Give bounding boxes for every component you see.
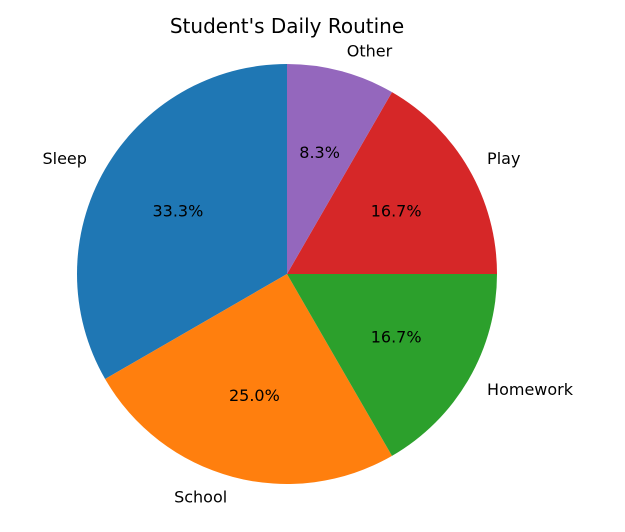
category-labels: Sleep School Homework Play Other bbox=[42, 41, 573, 506]
category-label-sleep: Sleep bbox=[42, 149, 86, 168]
category-label-homework: Homework bbox=[487, 380, 574, 399]
percent-label-school: 25.0% bbox=[229, 386, 280, 405]
pie-slice-play bbox=[287, 92, 497, 274]
category-label-other: Other bbox=[347, 41, 393, 60]
chart-title: Student's Daily Routine bbox=[170, 14, 404, 38]
percent-label-play: 16.7% bbox=[371, 202, 422, 221]
pie-slices bbox=[76, 64, 497, 484]
pie-slice-homework bbox=[287, 274, 497, 456]
percent-label-other: 8.3% bbox=[299, 143, 340, 162]
percent-labels: 33.3% 25.0% 16.7% 16.7% 8.3% bbox=[152, 143, 421, 405]
percent-label-sleep: 33.3% bbox=[152, 202, 203, 221]
category-label-school: School bbox=[174, 488, 227, 507]
category-label-play: Play bbox=[487, 149, 520, 168]
percent-label-homework: 16.7% bbox=[371, 328, 422, 347]
pie-slice-other bbox=[287, 64, 392, 274]
pie-slice-sleep bbox=[76, 64, 288, 379]
pie-slice-school bbox=[105, 274, 392, 484]
